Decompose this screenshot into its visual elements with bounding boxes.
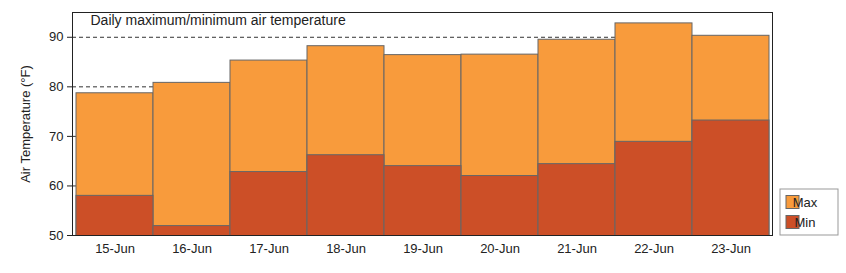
svg-text:50: 50: [49, 228, 63, 243]
svg-text:80: 80: [49, 79, 63, 94]
svg-text:18-Jun: 18-Jun: [326, 241, 366, 256]
svg-text:60: 60: [49, 178, 63, 193]
svg-text:90: 90: [49, 29, 63, 44]
svg-text:15-Jun: 15-Jun: [95, 241, 135, 256]
svg-text:Air Temperature (°F): Air Temperature (°F): [18, 65, 33, 183]
svg-text:Max: Max: [793, 195, 818, 210]
svg-text:70: 70: [49, 129, 63, 144]
svg-text:17-Jun: 17-Jun: [249, 241, 289, 256]
svg-text:16-Jun: 16-Jun: [172, 241, 212, 256]
svg-text:19-Jun: 19-Jun: [403, 241, 443, 256]
svg-text:22-Jun: 22-Jun: [634, 241, 674, 256]
svg-text:23-Jun: 23-Jun: [711, 241, 751, 256]
svg-text:20-Jun: 20-Jun: [480, 241, 520, 256]
svg-text:Daily maximum/minimum air temp: Daily maximum/minimum air temperature: [91, 12, 346, 28]
svg-text:Min: Min: [795, 215, 816, 230]
svg-text:21-Jun: 21-Jun: [557, 241, 597, 256]
